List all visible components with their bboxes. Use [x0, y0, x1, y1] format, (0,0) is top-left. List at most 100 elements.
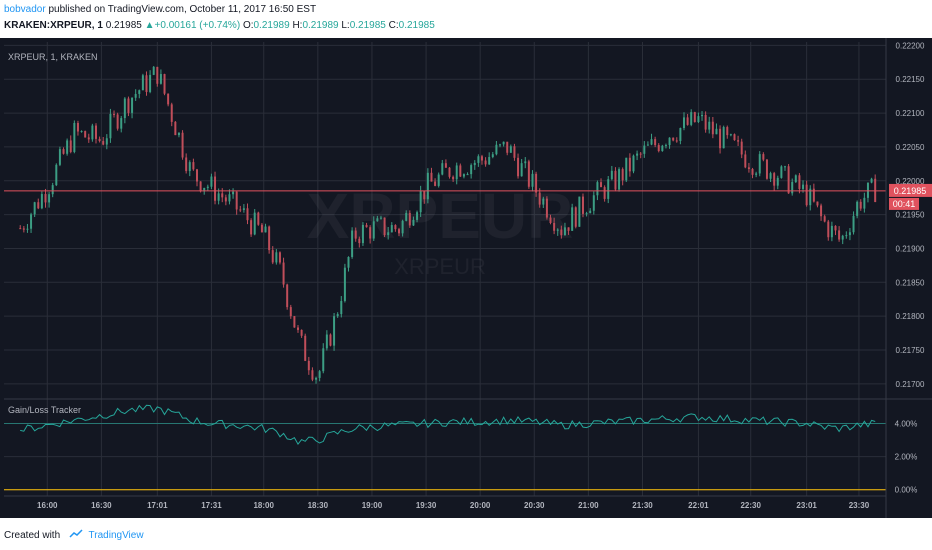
time-tick-label: 20:30	[524, 501, 545, 510]
candle-body	[787, 166, 790, 194]
tradingview-logo-icon	[69, 529, 83, 538]
price-tick-label: 0.22100	[896, 109, 925, 118]
time-tick-label: 23:30	[849, 501, 870, 510]
candle-body	[76, 122, 79, 132]
candle-body	[726, 127, 729, 136]
indicator-axis[interactable]: 4.00% 2.00% 0.00%	[895, 420, 918, 495]
candle-body	[614, 170, 617, 190]
candle-body	[610, 170, 613, 180]
candle-body	[693, 112, 696, 123]
low-value: 0.21985	[349, 20, 386, 31]
author-link[interactable]: bobvador	[4, 4, 46, 15]
candle-body	[228, 194, 231, 202]
candle-body	[131, 97, 134, 113]
indicator-tick-label: 4.00%	[895, 420, 918, 429]
close-value: 0.21985	[398, 20, 435, 31]
time-tick-label: 18:00	[253, 501, 274, 510]
last-price-label: 0.21985	[894, 186, 927, 196]
candle-body	[217, 193, 220, 201]
candle-body	[863, 197, 866, 209]
candle-body	[379, 217, 382, 219]
time-tick-label: 23:01	[796, 501, 817, 510]
candle-body	[170, 104, 173, 122]
candle-body	[632, 155, 635, 172]
candle-body	[758, 154, 761, 174]
candle-body	[221, 193, 224, 198]
candle-body	[856, 201, 859, 216]
candle-body	[499, 144, 502, 146]
candle-body	[859, 201, 862, 209]
candle-body	[874, 178, 877, 203]
candle-body	[300, 329, 303, 336]
candle-body	[48, 194, 51, 203]
candle-body	[794, 175, 797, 183]
candle-body	[297, 327, 299, 330]
candle-body	[376, 218, 379, 222]
tradingview-brand-link[interactable]: TradingView	[88, 530, 144, 541]
candle-body	[484, 160, 487, 165]
time-tick-label: 19:30	[416, 501, 437, 510]
candle-body	[791, 182, 794, 194]
candle-body	[416, 212, 419, 220]
candle-body	[159, 74, 162, 84]
candle-body	[206, 186, 209, 188]
candle-body	[740, 141, 743, 155]
candle-body	[646, 144, 649, 146]
countdown-label: 00:41	[893, 199, 916, 209]
candle-body	[798, 175, 801, 189]
last-price-badge: 0.21985 00:41	[889, 183, 932, 210]
candle-body	[390, 225, 393, 233]
candle-body	[755, 173, 758, 175]
price-tick-label: 0.21850	[896, 278, 925, 287]
candle-body	[668, 137, 671, 146]
candle-body	[408, 212, 411, 226]
candle-body	[470, 165, 473, 175]
price-tick-label: 0.21800	[896, 312, 925, 321]
grid-lines	[4, 42, 886, 496]
candle-body	[51, 185, 54, 195]
candle-body	[625, 157, 628, 181]
price-axis[interactable]: 0.222000.221500.221000.220500.220000.219…	[896, 41, 925, 388]
time-tick-label: 19:00	[362, 501, 383, 510]
open-value: 0.21989	[253, 20, 290, 31]
candle-body	[672, 137, 675, 141]
candle-body	[682, 117, 685, 129]
candle-body	[560, 229, 563, 236]
candle-body	[600, 182, 603, 188]
indicator-series	[4, 404, 886, 491]
time-axis[interactable]: 16:00 16:30 17:01 17:31 18:00 18:30 19:00 19:30…	[37, 501, 870, 510]
indicator-tick-label: 0.00%	[895, 486, 918, 495]
candle-body	[509, 146, 512, 153]
price-tick-label: 0.21900	[896, 244, 925, 253]
candle-body	[40, 194, 43, 209]
candle-body	[618, 169, 621, 190]
candle-body	[105, 138, 108, 145]
last-price-badge-bg	[889, 183, 932, 197]
symbol-header: KRAKEN:XRPEUR, 1 0.21985 ▲+0.00161 (+0.7…	[4, 20, 435, 31]
candle-body	[354, 230, 357, 239]
candle-body	[639, 153, 642, 155]
candle-body	[286, 284, 289, 308]
price-tick-label: 0.22150	[896, 75, 925, 84]
candle-body	[679, 128, 682, 141]
candle-body	[650, 139, 653, 145]
candle-body	[531, 173, 534, 187]
candle-body	[37, 202, 40, 209]
candle-body	[347, 256, 350, 268]
candle-body	[816, 201, 819, 206]
candle-body	[282, 262, 285, 285]
candle-body	[571, 207, 574, 231]
candle-body	[722, 127, 725, 149]
candle-body	[762, 154, 765, 160]
candle-body	[654, 139, 657, 146]
chart-area[interactable]: XRPEUR XRPEUR 0.22200 0.22150 0.22100 0.220…	[0, 38, 932, 518]
candle-body	[567, 227, 570, 231]
candle-body	[780, 166, 783, 178]
candle-body	[708, 121, 711, 130]
candle-body	[66, 140, 69, 154]
candle-body	[394, 225, 397, 230]
candle-body	[704, 114, 707, 130]
candle-body	[661, 145, 664, 152]
time-tick-label: 18:30	[308, 501, 329, 510]
candle-body	[264, 226, 267, 233]
